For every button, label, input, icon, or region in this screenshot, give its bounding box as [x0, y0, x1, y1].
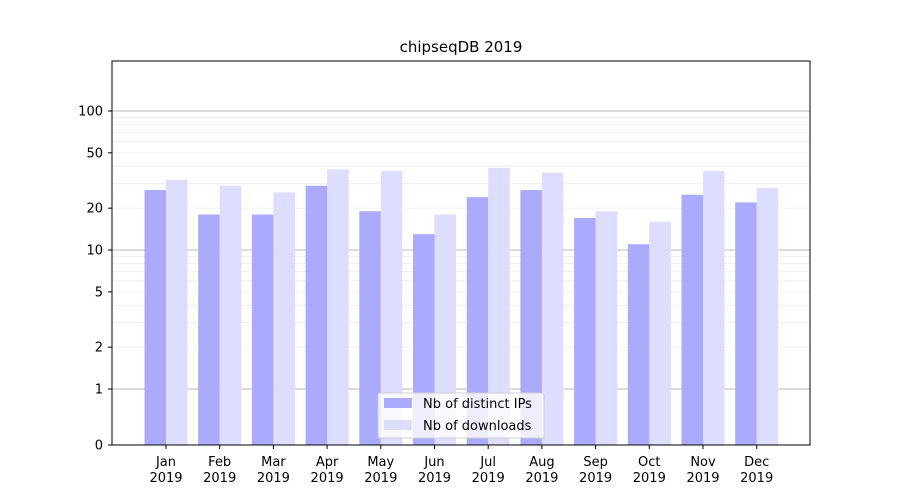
bar [520, 190, 542, 445]
bar [681, 194, 703, 445]
bar [649, 221, 671, 445]
x-tick-label-month: Nov [690, 455, 716, 470]
bar [574, 217, 596, 445]
y-tick-label: 50 [86, 146, 103, 161]
x-tick-label-month: Jan [155, 455, 176, 470]
y-tick-label: 10 [86, 244, 103, 259]
legend: Nb of distinct IPs Nb of downloads [377, 392, 545, 439]
x-tick-label-month: Sep [583, 455, 608, 470]
x-tick-label-year: 2019 [579, 471, 612, 486]
legend-swatch-ips [384, 398, 412, 408]
x-tick-label-month: Dec [744, 455, 769, 470]
bars [144, 167, 779, 445]
bar [327, 169, 349, 445]
bar [703, 171, 725, 445]
x-tick-label-year: 2019 [686, 471, 719, 486]
x-tick-label-month: Aug [529, 455, 554, 470]
x-tick-label-month: May [367, 455, 394, 470]
bar [166, 179, 188, 445]
x-tick-label-year: 2019 [525, 471, 558, 486]
bar [735, 202, 757, 445]
bar [756, 187, 779, 445]
bar [541, 172, 564, 445]
legend-label-ips: Nb of distinct IPs [423, 397, 532, 412]
bar [380, 171, 403, 445]
x-tick-label-year: 2019 [472, 471, 505, 486]
x-tick-label-year: 2019 [740, 471, 773, 486]
bar [144, 190, 166, 445]
legend-swatch-downloads [384, 420, 412, 430]
bar [627, 244, 650, 445]
bar [595, 211, 618, 445]
bar [413, 234, 435, 445]
x-tick-label-year: 2019 [257, 471, 290, 486]
x-tick-label-month: Apr [316, 455, 339, 470]
bar [434, 214, 456, 445]
y-tick-label: 100 [78, 105, 103, 120]
x-tick-label-year: 2019 [203, 471, 236, 486]
bar [359, 211, 381, 445]
x-tick-label-month: Mar [261, 455, 286, 470]
y-axis: 0 1 2 5 10 20 50 100 [78, 105, 112, 454]
y-tick-label: 2 [95, 341, 103, 356]
legend-box [377, 392, 545, 439]
y-tick-label: 5 [95, 285, 103, 300]
bar [488, 167, 510, 445]
chart-title: chipseqDB 2019 [400, 38, 523, 56]
bar [305, 185, 328, 445]
x-tick-label-month: Jul [479, 455, 496, 470]
y-tick-label: 1 [95, 383, 103, 398]
x-tick-label-year: 2019 [311, 471, 344, 486]
y-tick-label: 0 [95, 439, 103, 454]
x-tick-label-month: Oct [638, 455, 660, 470]
x-tick-label-year: 2019 [633, 471, 666, 486]
plot-frame [111, 60, 811, 446]
bar [273, 192, 295, 445]
bar [219, 185, 242, 445]
bar [466, 197, 489, 445]
x-tick-label-year: 2019 [149, 471, 182, 486]
y-tick-label: 20 [86, 202, 103, 217]
x-tick-label-year: 2019 [418, 471, 451, 486]
legend-label-downloads: Nb of downloads [423, 419, 532, 434]
x-tick-label-month: Jun [423, 455, 444, 470]
x-tick-label-month: Feb [208, 455, 231, 470]
bar [198, 214, 220, 445]
x-axis: Jan2019Feb2019Mar2019Apr2019May2019Jun20… [149, 445, 773, 486]
bar [251, 214, 274, 445]
x-tick-label-year: 2019 [364, 471, 397, 486]
